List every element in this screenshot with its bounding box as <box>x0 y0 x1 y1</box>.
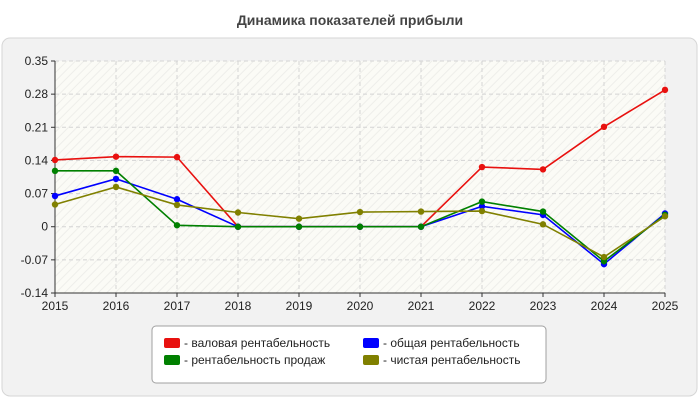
data-point <box>234 223 242 230</box>
legend-label: - общая рентабельность <box>383 336 520 350</box>
data-point <box>539 208 547 215</box>
data-point <box>417 223 425 230</box>
y-tick-label: 0 <box>41 220 48 234</box>
data-point <box>661 213 669 220</box>
x-tick-label: 2018 <box>225 299 252 313</box>
y-tick-label: 0.14 <box>25 153 49 167</box>
data-point <box>112 153 120 160</box>
data-point <box>173 201 181 209</box>
chart-title: Динамика показателей прибыли <box>237 12 463 28</box>
data-point <box>356 208 364 216</box>
data-point <box>173 153 181 161</box>
x-tick-label: 2022 <box>469 299 496 313</box>
y-tick-label: 0.28 <box>25 87 49 101</box>
data-point <box>600 253 608 261</box>
data-point <box>539 166 547 173</box>
x-tick-label: 2025 <box>652 299 679 313</box>
x-tick-label: 2019 <box>286 299 313 313</box>
y-tick-label: -0.07 <box>21 253 49 267</box>
data-point <box>478 203 486 210</box>
legend-label: - валовая рентабельность <box>184 336 330 350</box>
data-point <box>234 209 242 216</box>
legend-swatch <box>363 338 379 348</box>
y-tick-label: -0.14 <box>21 286 49 300</box>
series-3 <box>51 183 669 261</box>
x-tick-label: 2024 <box>591 299 618 313</box>
x-tick-label: 2023 <box>530 299 557 313</box>
data-point <box>661 86 669 94</box>
data-point <box>295 215 303 222</box>
data-point <box>356 223 364 230</box>
data-point <box>478 198 486 205</box>
data-point <box>51 201 59 208</box>
data-point <box>112 175 120 183</box>
y-tick-label: 0.07 <box>25 187 49 201</box>
data-point <box>295 223 303 230</box>
legend-box <box>151 325 547 384</box>
x-tick-label: 2020 <box>347 299 374 313</box>
x-tick-label: 2017 <box>164 299 191 313</box>
data-point <box>173 196 181 203</box>
y-tick-label: 0.21 <box>25 120 49 134</box>
legend-label: - рентабельность продаж <box>184 353 325 367</box>
x-tick-label: 2021 <box>408 299 435 313</box>
data-point <box>51 192 59 200</box>
x-tick-label: 2016 <box>103 299 130 313</box>
data-point <box>51 156 59 164</box>
data-point <box>478 163 486 171</box>
chart-legend: - валовая рентабельность - общая рентабел… <box>151 325 547 384</box>
data-point <box>112 167 120 175</box>
legend-swatch <box>363 355 379 365</box>
x-tick-label: 2015 <box>42 299 69 313</box>
data-point <box>539 221 547 228</box>
y-tick-label: 0.35 <box>25 54 49 68</box>
data-point <box>112 183 120 191</box>
data-point <box>417 208 425 215</box>
legend-label: - чистая рентабельность <box>383 353 520 367</box>
data-point <box>173 222 181 229</box>
legend-swatch <box>164 355 180 365</box>
data-point <box>51 167 59 175</box>
data-point <box>600 123 608 131</box>
legend-swatch <box>164 338 180 348</box>
data-point <box>478 207 486 215</box>
